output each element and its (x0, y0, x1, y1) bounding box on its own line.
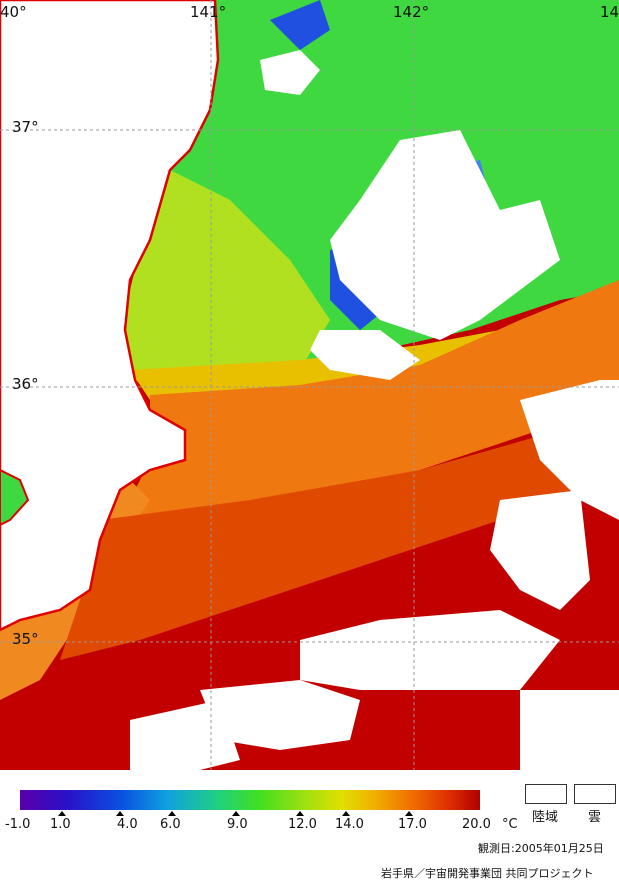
land-legend-swatch (525, 784, 567, 804)
cloud-8 (130, 700, 240, 770)
cloud-3 (310, 330, 420, 380)
cloud-6 (300, 610, 560, 690)
colorbar-label: 14.0 (335, 817, 364, 832)
colorbar-label: 9.0 (227, 817, 248, 832)
blue-patch-1 (270, 0, 330, 50)
lat-label-37: 37° (12, 118, 39, 136)
colorbar-tick (168, 811, 176, 816)
land-japan (0, 0, 220, 632)
colorbar-label: 17.0 (398, 817, 427, 832)
colorbar-label: 20.0 (462, 817, 491, 832)
cloud-1 (260, 50, 320, 95)
graticule (0, 0, 619, 770)
sst-map (0, 0, 619, 770)
cloud-4 (520, 380, 619, 520)
credit-text: 岩手県／宇宙開発事業団 共同プロジェクト (381, 867, 594, 880)
yellow-band (130, 330, 500, 400)
colorbar-tick (58, 811, 66, 816)
colorbar-label: -1.0 (5, 817, 31, 832)
colorbar-label: 4.0 (117, 817, 138, 832)
cloud-7 (200, 680, 360, 750)
redorange-band (60, 410, 619, 660)
lon-label-140: 40° (0, 3, 27, 21)
land-legend-label: 陸域 (532, 810, 559, 825)
temperature-colorbar (20, 790, 480, 810)
colorbar-unit: °C (502, 817, 518, 832)
colorbar-tick (116, 811, 124, 816)
colorbar-label: 6.0 (160, 817, 181, 832)
colorbar-tick (232, 811, 240, 816)
lon-label-143: 14 (600, 3, 619, 21)
cloud-legend-swatch (574, 784, 616, 804)
cloud-legend-label: 雲 (588, 810, 602, 825)
colorbar-label: 12.0 (288, 817, 317, 832)
observation-date: 観測日:2005年01月25日 (478, 842, 604, 855)
colorbar-tick (296, 811, 304, 816)
colorbar-label: 1.0 (50, 817, 71, 832)
lat-label-36: 36° (12, 375, 39, 393)
lon-label-142: 142° (393, 3, 430, 21)
colorbar-tick (405, 811, 413, 816)
colorbar-tick (342, 811, 350, 816)
cool-water (120, 170, 330, 388)
cloud-5 (490, 490, 590, 610)
orange-band (120, 280, 619, 520)
lat-label-35: 35° (12, 630, 39, 648)
lake-patch (0, 468, 30, 527)
cloud-9 (520, 690, 619, 770)
cloud-2 (330, 130, 560, 340)
lon-label-141: 141° (190, 3, 227, 21)
